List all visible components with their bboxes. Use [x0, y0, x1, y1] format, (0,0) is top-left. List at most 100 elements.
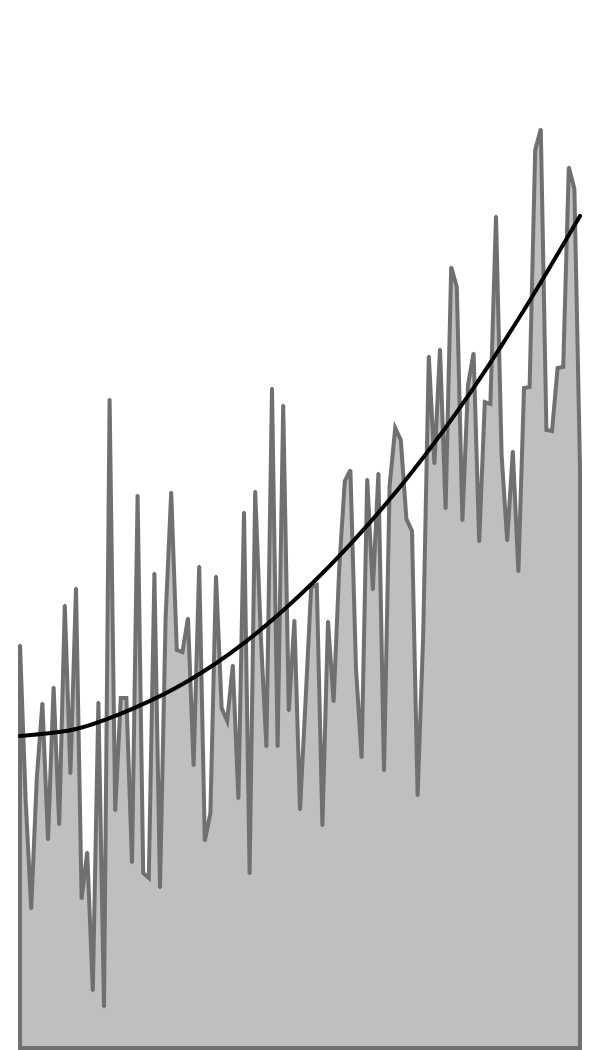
area-point: [46, 838, 50, 842]
area-point: [74, 586, 78, 590]
area-point: [360, 756, 363, 760]
area-point: [142, 871, 145, 875]
area-point: [41, 701, 44, 705]
area-point: [125, 696, 128, 700]
area-point: [444, 507, 447, 511]
area-point: [450, 265, 453, 269]
area-point: [226, 719, 229, 723]
area-point: [371, 588, 374, 592]
area-point: [326, 619, 330, 623]
area-point: [170, 490, 173, 494]
area-point: [86, 850, 89, 854]
area-point: [511, 449, 514, 453]
area-point: [410, 529, 414, 533]
area-point: [354, 667, 358, 671]
area-point: [270, 386, 274, 390]
area-point: [136, 493, 139, 497]
area-point: [472, 351, 475, 355]
area-point: [203, 839, 206, 843]
area-point: [102, 1005, 106, 1009]
area-point: [164, 616, 167, 620]
area-point: [63, 603, 66, 607]
area-point: [550, 429, 554, 433]
area-point: [214, 574, 218, 578]
area-point: [461, 519, 464, 523]
area-point: [315, 583, 318, 587]
area-point: [276, 745, 279, 749]
area-point: [304, 698, 307, 702]
area-point: [399, 438, 402, 442]
area-point: [80, 897, 83, 901]
area-point: [259, 634, 262, 638]
area-point: [506, 539, 509, 543]
area-point: [30, 907, 33, 911]
area-point: [209, 811, 212, 815]
area-point: [58, 823, 61, 827]
area-point: [483, 400, 486, 404]
area-point: [539, 127, 542, 131]
area-point: [69, 772, 72, 776]
area-point: [405, 517, 408, 521]
area-fill: [18, 128, 582, 1050]
area-point: [494, 214, 498, 218]
trend-series: [18, 214, 582, 738]
area-point: [97, 700, 100, 704]
area-point: [567, 165, 570, 169]
area-point: [534, 148, 537, 152]
area-point: [343, 479, 346, 483]
area-point: [114, 809, 117, 813]
area-point: [298, 808, 302, 812]
area-point: [427, 354, 430, 358]
area-point: [242, 510, 246, 514]
area-point: [366, 477, 369, 481]
area-point: [147, 876, 150, 880]
area-point: [18, 643, 22, 647]
area-point: [545, 428, 548, 432]
area-point: [119, 696, 123, 700]
area-point: [52, 685, 55, 689]
area-point: [466, 383, 470, 387]
area-point: [186, 616, 190, 620]
area-point: [556, 366, 559, 370]
area-point: [422, 633, 425, 637]
area-point: [433, 462, 436, 466]
area-point: [237, 797, 240, 801]
area-point: [478, 540, 481, 544]
area-point: [500, 453, 503, 457]
area-point: [24, 797, 27, 801]
area-point: [293, 618, 296, 622]
area-point: [158, 886, 162, 890]
area-point: [231, 663, 234, 667]
area-series: [18, 127, 582, 1050]
area-point: [382, 769, 386, 773]
area-point: [394, 426, 397, 430]
area-point: [91, 989, 95, 993]
area-point: [108, 397, 111, 401]
area-point: [130, 861, 134, 865]
area-point: [377, 471, 380, 475]
area-point: [321, 824, 324, 828]
area-point: [220, 706, 223, 710]
area-point: [265, 745, 268, 749]
trend-line: [18, 214, 582, 738]
area-point: [248, 872, 251, 876]
area-point: [388, 484, 391, 488]
area-point: [254, 489, 257, 493]
area-point: [35, 776, 38, 780]
area-point: [153, 571, 156, 575]
area-point: [416, 794, 419, 798]
area-point: [517, 570, 520, 574]
area-point: [578, 465, 582, 469]
area-point: [522, 386, 526, 390]
area-point: [438, 347, 442, 351]
area-point: [332, 700, 335, 704]
area-point: [573, 187, 576, 191]
area-point: [528, 385, 531, 389]
area-point: [455, 285, 458, 289]
area-point: [198, 564, 201, 568]
area-point: [175, 648, 178, 652]
area-point: [338, 567, 341, 571]
area-point: [282, 403, 285, 407]
area-point: [562, 365, 565, 369]
